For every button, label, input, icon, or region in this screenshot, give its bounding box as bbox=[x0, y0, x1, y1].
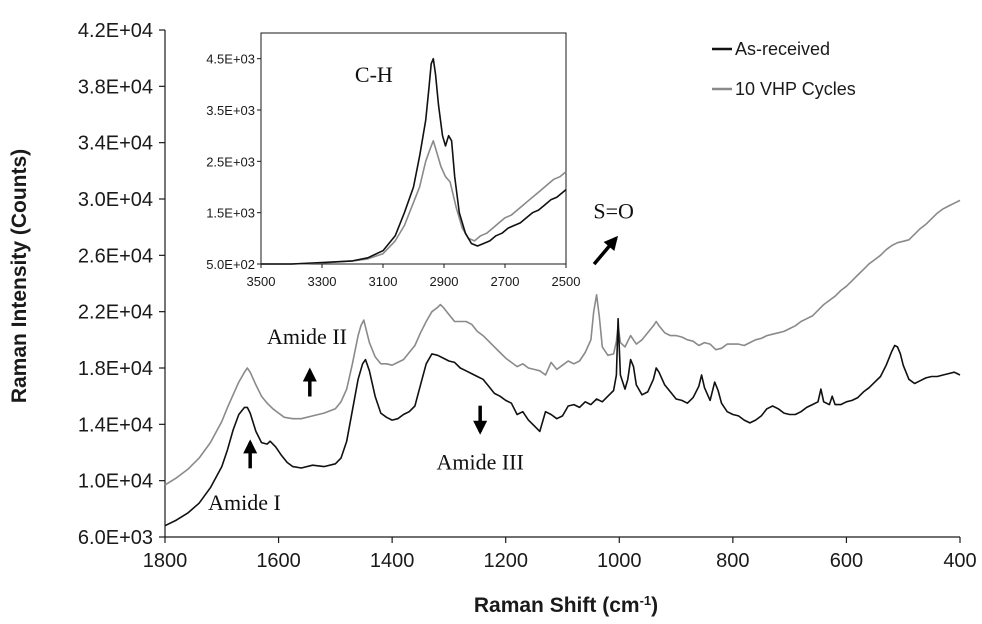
annotation-arrowhead-s-o bbox=[603, 235, 619, 252]
series-line-10-vhp-cycles bbox=[164, 199, 961, 486]
inset-y-ticks: 5.0E+02 1.5E+03 2.5E+03 3.5E+03 4.5E+03 bbox=[206, 52, 261, 272]
inset-x-ticks: 3500 3300 3100 2900 2700 2500 bbox=[247, 264, 581, 289]
inset-y-tick-label: 5.0E+02 bbox=[206, 257, 255, 272]
y-tick-label: 3.4E+04 bbox=[78, 133, 153, 155]
inset-x-tick-label: 2900 bbox=[430, 274, 459, 289]
x-tick-label: 1200 bbox=[483, 550, 528, 572]
inset-x-tick-label: 2700 bbox=[491, 274, 520, 289]
annotation-arrowhead-amide-ii bbox=[302, 367, 317, 382]
y-tick-label: 1.0E+04 bbox=[78, 471, 153, 493]
inset-x-tick-label: 2500 bbox=[552, 274, 581, 289]
annotation-arrowhead-amide-iii bbox=[473, 420, 488, 435]
x-axis-title-superscript: -1 bbox=[640, 593, 652, 608]
main-plot-area: 6.0E+03 1.0E+04 1.4E+04 1.8E+04 2.2E+04 2.6E+… bbox=[78, 20, 977, 572]
annotation-arrowhead-amide-i bbox=[243, 439, 258, 454]
y-tick-label: 1.4E+04 bbox=[78, 414, 153, 436]
peak-annotations: Amide I Amide II Amide III S=O bbox=[208, 199, 634, 516]
inset-annotations: C-H bbox=[355, 62, 393, 87]
x-axis-title: Raman Shift (cm-1) bbox=[474, 593, 658, 618]
inset-y-tick-label: 1.5E+03 bbox=[206, 206, 255, 221]
x-tick-label: 600 bbox=[830, 550, 863, 572]
x-tick-label: 400 bbox=[943, 550, 976, 572]
inset-series-line-as-received bbox=[261, 57, 567, 265]
annotation-amide-i: Amide I bbox=[208, 490, 281, 515]
legend-label-as-received: As-received bbox=[735, 39, 830, 59]
legend-label-10-vhp-cycles: 10 VHP Cycles bbox=[735, 79, 856, 99]
annotation-s-o: S=O bbox=[593, 199, 634, 224]
x-tick-label: 1800 bbox=[143, 550, 188, 572]
x-tick-label: 800 bbox=[716, 550, 749, 572]
inset-y-tick-label: 4.5E+03 bbox=[206, 52, 255, 67]
inset-series-line-10-vhp-cycles bbox=[261, 140, 567, 265]
inset-y-tick-label: 2.5E+03 bbox=[206, 154, 255, 169]
y-tick-label: 1.8E+04 bbox=[78, 358, 153, 380]
inset-series-lines bbox=[261, 57, 567, 265]
y-axis-title: Raman Intensity (Counts) bbox=[8, 149, 31, 403]
inset-plot: 5.0E+02 1.5E+03 2.5E+03 3.5E+03 4.5E+03 3500… bbox=[206, 32, 581, 289]
x-axis-title-main: Raman Shift (cm bbox=[474, 594, 640, 617]
y-tick-label: 3.8E+04 bbox=[78, 76, 153, 98]
y-tick-label: 2.2E+04 bbox=[78, 302, 153, 324]
inset-frame bbox=[260, 32, 567, 265]
series-line-as-received bbox=[164, 317, 961, 527]
main-series-lines bbox=[164, 199, 961, 527]
y-axis-ticks: 6.0E+03 1.0E+04 1.4E+04 1.8E+04 2.2E+04 2.6E+… bbox=[78, 20, 165, 549]
legend: As-received 10 VHP Cycles bbox=[712, 39, 856, 99]
y-tick-label: 3.0E+04 bbox=[78, 189, 153, 211]
y-tick-label: 4.2E+04 bbox=[78, 20, 153, 42]
inset-x-tick-label: 3100 bbox=[369, 274, 398, 289]
x-tick-label: 1600 bbox=[256, 550, 301, 572]
inset-x-tick-label: 3300 bbox=[308, 274, 337, 289]
x-axis-ticks: 1800 1600 1400 1200 1000 800 600 400 bbox=[143, 537, 977, 572]
x-tick-label: 1000 bbox=[597, 550, 642, 572]
inset-y-tick-label: 3.5E+03 bbox=[206, 103, 255, 118]
annotation-amide-iii: Amide III bbox=[436, 449, 523, 474]
y-tick-label: 2.6E+04 bbox=[78, 245, 153, 267]
x-axis-title-close: ) bbox=[651, 594, 658, 617]
inset-annotation-c-h: C-H bbox=[355, 62, 393, 87]
inset-x-tick-label: 3500 bbox=[247, 274, 276, 289]
x-tick-label: 1400 bbox=[370, 550, 415, 572]
annotation-amide-ii: Amide II bbox=[267, 324, 347, 349]
y-tick-label: 6.0E+03 bbox=[78, 527, 153, 549]
